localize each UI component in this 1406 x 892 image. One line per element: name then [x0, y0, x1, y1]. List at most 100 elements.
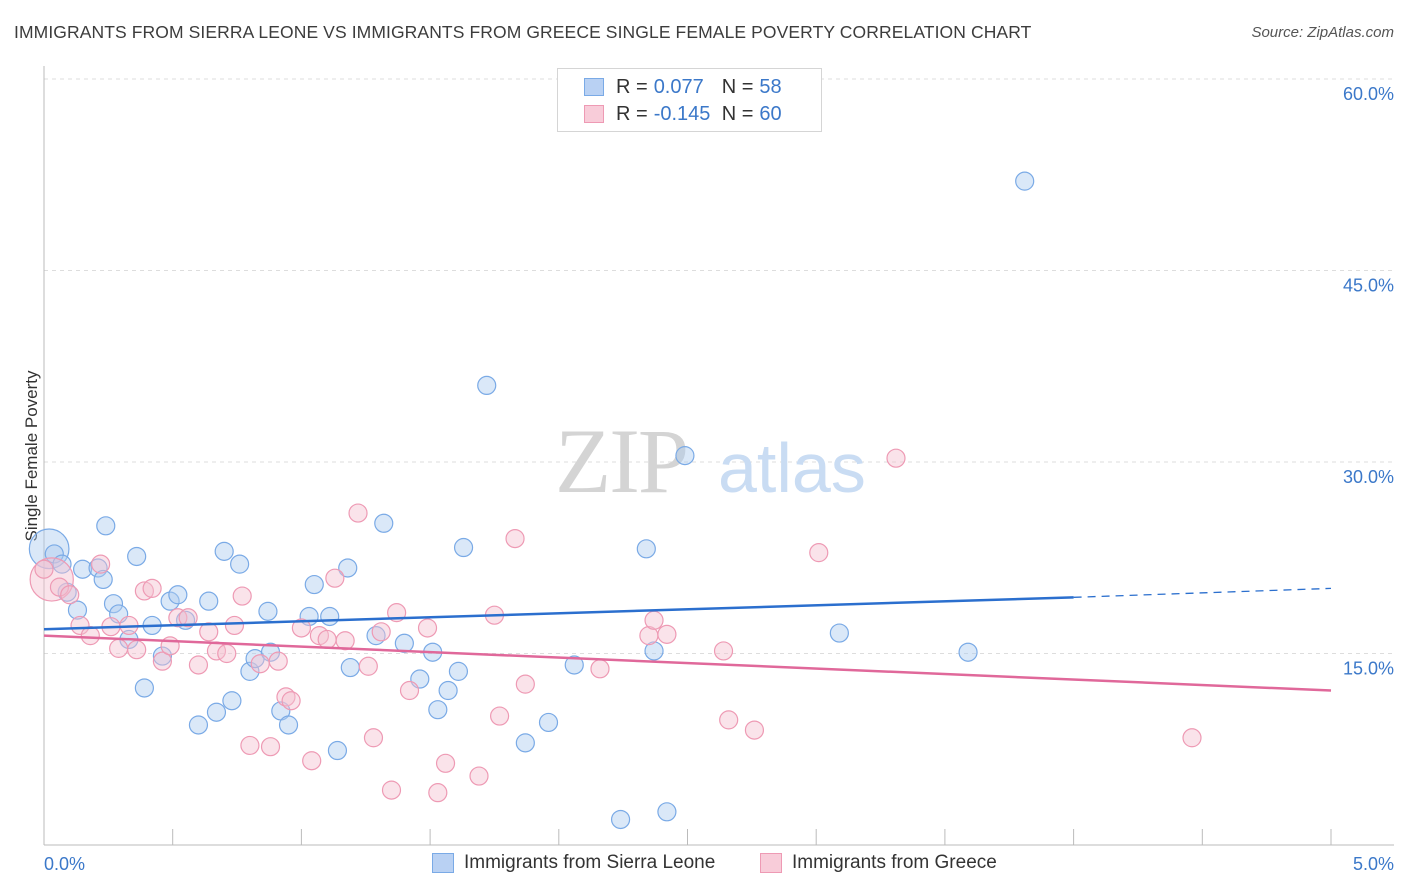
legend-swatch-pink	[584, 105, 604, 123]
point-sierra-leone-21	[206, 702, 227, 722]
y-tick-label-2: 45.0%	[1343, 276, 1394, 296]
point-greece-55	[744, 720, 765, 740]
watermark: ZIP atlas	[555, 410, 866, 512]
point-greece-32	[325, 568, 345, 588]
point-sierra-leone-52	[644, 641, 664, 661]
axes	[43, 66, 1394, 846]
point-greece-54	[719, 710, 739, 730]
point-sierra-leone-36	[340, 657, 360, 678]
point-sierra-leone-8	[96, 516, 116, 536]
point-greece-5	[91, 554, 111, 574]
point-greece-48	[515, 674, 535, 694]
point-sierra-leone-7	[93, 569, 113, 590]
point-greece-28	[291, 618, 311, 638]
watermark-atlas: atlas	[718, 429, 866, 507]
point-sierra-leone-55	[829, 623, 849, 643]
point-sierra-leone-42	[428, 700, 448, 720]
y-tick-label-0: 15.0%	[1343, 659, 1394, 679]
point-greece-1	[49, 577, 70, 597]
point-sierra-leone-48	[538, 712, 559, 733]
point-sierra-leone-32	[304, 574, 324, 595]
legend-swatch-blue	[584, 78, 604, 96]
legend-n-value: 60	[759, 102, 782, 125]
trend-lines	[43, 587, 1332, 692]
trend-line-extension-sierra-leone	[1073, 587, 1332, 598]
point-greece-33	[335, 631, 355, 651]
point-greece-21	[232, 586, 252, 606]
point-sierra-leone-13	[134, 678, 154, 698]
point-greece-41	[417, 618, 438, 638]
point-greece-7	[109, 638, 129, 658]
point-sierra-leone-22	[214, 541, 234, 561]
point-greece-38	[381, 780, 402, 800]
point-greece-15	[178, 608, 198, 628]
series-legend: Immigrants from Sierra Leone Immigrants …	[0, 852, 1406, 878]
point-sierra-leone-17	[168, 585, 188, 605]
point-greece-10	[134, 581, 154, 601]
y-tick-labels: 15.0% 30.0% 45.0% 60.0%	[1343, 84, 1394, 679]
point-greece-24	[260, 737, 281, 757]
point-greece-58	[1182, 728, 1202, 748]
point-sierra-leone-39	[394, 633, 414, 653]
point-greece-53	[713, 641, 734, 661]
point-sierra-leone-24	[230, 554, 250, 574]
point-greece-3	[70, 615, 90, 636]
legend-label-sierra-leone: Immigrants from Sierra Leone	[464, 852, 716, 873]
point-sierra-leone-35	[338, 558, 358, 578]
point-greece-23	[250, 654, 270, 674]
point-sierra-leone-47	[515, 733, 535, 753]
point-greece-59	[34, 559, 54, 579]
point-sierra-leone-25	[240, 661, 260, 681]
source-label: Source: ZipAtlas.com	[1251, 24, 1394, 41]
point-sierra-leone-54	[675, 446, 695, 466]
legend-n-label: N =	[721, 102, 754, 125]
point-sierra-leone-9	[103, 594, 124, 614]
legend-n-label: N =	[721, 75, 754, 98]
point-greece-17	[199, 622, 219, 642]
point-greece-16	[188, 655, 209, 675]
point-greece-35	[358, 656, 378, 676]
legend-swatch-pink	[760, 853, 782, 873]
point-sierra-leone-20	[199, 591, 219, 611]
point-sierra-leone-12	[127, 546, 147, 567]
y-tick-label-3: 60.0%	[1343, 84, 1394, 104]
point-greece-27	[281, 691, 301, 711]
point-sierra-leone-53	[657, 802, 677, 822]
point-sierra-leone-38	[374, 513, 394, 533]
legend-swatch-blue	[432, 853, 454, 873]
point-sierra-leone-16	[160, 591, 180, 611]
point-sierra-leone-50	[610, 809, 631, 830]
point-sierra-leone-19	[188, 715, 209, 735]
point-sierra-leone-57	[1015, 171, 1035, 191]
point-sierra-leone-23	[222, 691, 242, 711]
point-sierra-leone-4	[67, 600, 88, 620]
point-greece-9	[127, 640, 147, 660]
point-greece-29	[302, 751, 322, 771]
point-greece-11	[142, 578, 162, 598]
point-greece-43	[435, 753, 456, 773]
point-greece-52	[657, 624, 677, 644]
point-sierra-leone-33	[320, 606, 340, 627]
legend-item-greece[interactable]: Immigrants from Greece	[760, 852, 997, 874]
point-greece-20	[224, 615, 245, 636]
trend-line-greece	[43, 634, 1332, 692]
point-sierra-leone-15	[152, 646, 173, 666]
point-sierra-leone-49	[564, 655, 584, 675]
point-greece-2	[60, 585, 80, 605]
x-tick-label-max: 5.0%	[1353, 854, 1394, 874]
point-greece-37	[371, 622, 391, 642]
chart-title: IMMIGRANTS FROM SIERRA LEONE VS IMMIGRAN…	[14, 22, 1032, 42]
point-greece-51	[644, 610, 664, 630]
point-greece-12	[152, 651, 173, 671]
point-sierra-leone-44	[448, 661, 469, 681]
point-greece-47	[505, 528, 525, 549]
watermark-zip: ZIP	[555, 410, 687, 512]
point-sierra-leone-27	[258, 601, 278, 621]
point-sierra-leone-30	[278, 715, 299, 735]
point-sierra-leone-5	[73, 559, 93, 579]
legend-item-sierra-leone[interactable]: Immigrants from Sierra Leone	[432, 852, 715, 874]
legend-row-sierra-leone: R = 0.077 N = 58	[584, 75, 782, 99]
legend-row-greece: R = -0.145 N = 60	[584, 102, 782, 126]
legend-r-label: R =	[616, 102, 648, 125]
point-greece-57	[886, 448, 906, 468]
